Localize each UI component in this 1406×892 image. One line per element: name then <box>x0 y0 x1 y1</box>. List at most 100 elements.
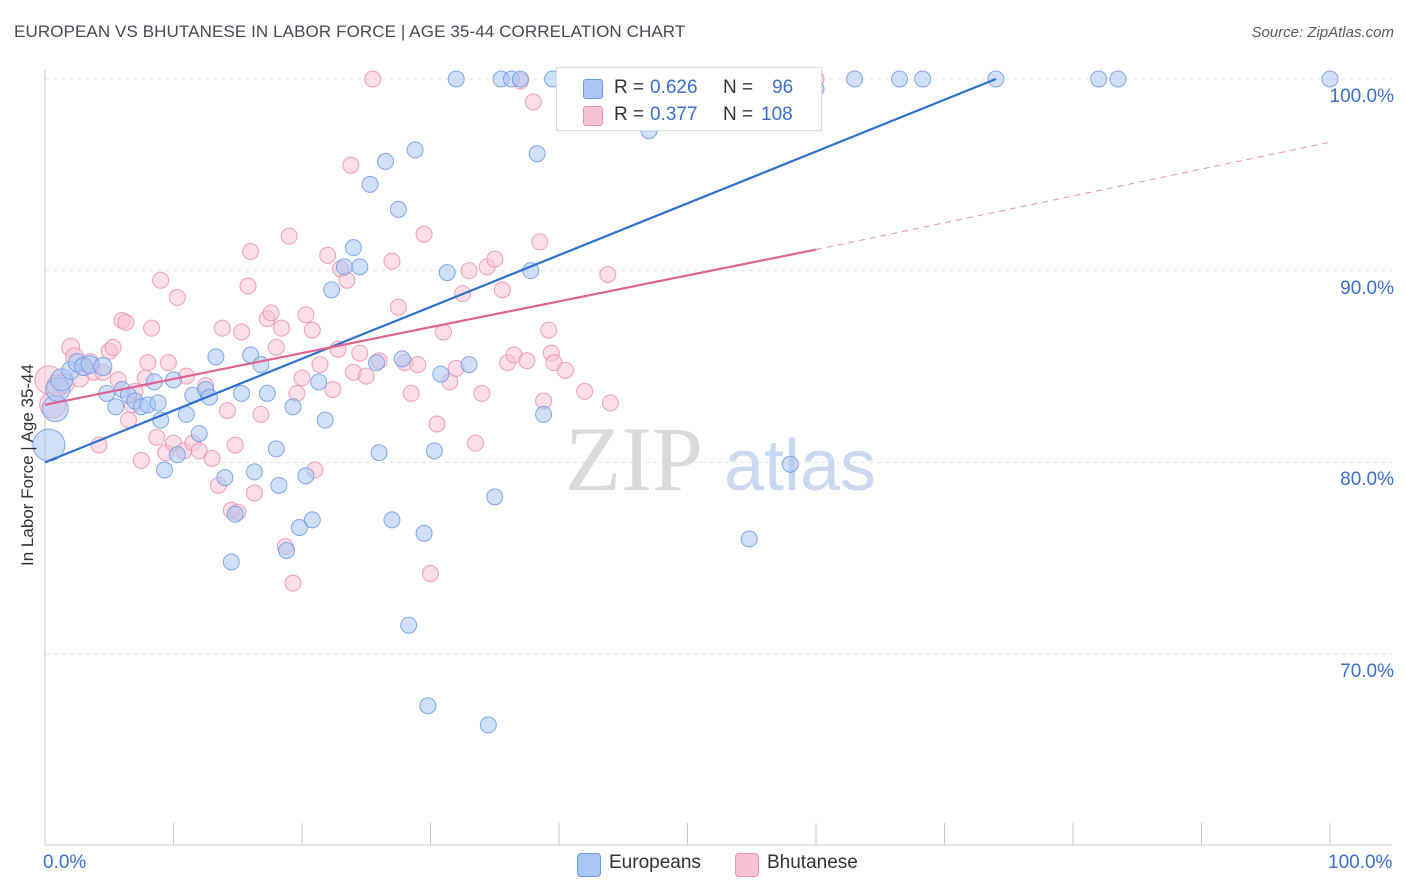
european-point <box>233 384 251 402</box>
bhutanese-point <box>213 319 231 337</box>
legend-row-bhutanese: R = 0.377 N = 108 <box>557 102 821 128</box>
european-point <box>335 258 353 276</box>
european-point <box>156 461 174 479</box>
european-point <box>460 356 478 374</box>
european-point <box>284 398 302 416</box>
european-point <box>415 524 433 542</box>
bhutanese-point <box>267 338 285 356</box>
european-point <box>310 373 328 391</box>
european-point <box>93 357 113 376</box>
bottom-legend-swatch-bhutanese <box>735 853 759 877</box>
bhutanese-point <box>428 415 446 433</box>
bhutanese-point <box>311 356 329 374</box>
europeans-trend-line <box>44 77 997 464</box>
bhutanese-point <box>245 484 263 502</box>
bhutanese-point <box>460 262 478 280</box>
european-point <box>511 70 529 88</box>
bhutanese-point <box>486 250 504 268</box>
stats-legend: R = 0.626 N = 96 R = 0.377 N = 108 <box>556 67 822 131</box>
european-point <box>1321 70 1339 88</box>
y-tick-label: 90.0% <box>1340 277 1394 299</box>
european-point <box>303 511 321 529</box>
legend-swatch-europeans <box>583 79 603 99</box>
european-point <box>914 70 932 88</box>
bottom-legend-label-bhutanese: Bhutanese <box>767 852 858 873</box>
european-point <box>846 70 864 88</box>
bhutanese-point <box>132 451 150 469</box>
bhutanese-point <box>601 394 619 412</box>
bhutanese-point <box>389 298 407 316</box>
european-point <box>432 365 450 383</box>
bhutanese-point <box>599 266 617 283</box>
bhutanese-point <box>104 338 122 356</box>
bhutanese-point <box>143 319 161 337</box>
bhutanese-point <box>402 384 420 402</box>
x-tick-label-min: 0.0% <box>43 852 87 873</box>
european-point <box>406 141 424 159</box>
bhutanese-point <box>242 243 260 260</box>
european-points <box>32 70 1339 734</box>
bhutanese-point <box>342 156 360 174</box>
bhutanese-point <box>117 313 135 331</box>
european-point <box>258 384 276 402</box>
european-point <box>361 175 379 193</box>
european-point <box>528 145 546 163</box>
y-axis-label-wrap: In Labor Force | Age 35-44 <box>16 300 40 630</box>
european-point <box>226 505 244 523</box>
european-point <box>351 258 369 276</box>
legend-n-label: N = <box>723 104 754 125</box>
european-point <box>389 200 407 218</box>
european-point <box>278 542 296 559</box>
bhutanese-point <box>284 574 302 592</box>
european-point <box>400 616 418 634</box>
axes <box>44 70 1392 846</box>
bhutanese-point <box>364 70 382 88</box>
bhutanese-point <box>252 405 270 423</box>
bhutanese-point <box>409 356 427 374</box>
bhutanese-point <box>422 565 439 582</box>
legend-n-value-bhutanese: 108 <box>761 104 793 125</box>
european-point <box>1090 70 1108 88</box>
legend-r-value-europeans: 0.626 <box>650 77 698 98</box>
bhutanese-point <box>190 442 208 460</box>
bhutanese-point <box>303 321 321 339</box>
bhutanese-point <box>168 289 186 306</box>
bhutanese-point <box>383 252 401 270</box>
bhutanese-point <box>556 361 574 379</box>
bhutanese-point <box>152 271 170 289</box>
european-point <box>479 716 497 734</box>
bhutanese-point <box>297 306 315 324</box>
european-point <box>107 398 125 416</box>
bhutanese-point <box>524 93 542 111</box>
bhutanese-point <box>262 304 280 322</box>
bhutanese-point <box>272 319 290 337</box>
y-tick-label: 70.0% <box>1340 661 1394 682</box>
legend-row-europeans: R = 0.626 N = 96 <box>557 75 821 101</box>
bhutanese-point <box>415 225 433 243</box>
european-point <box>177 405 195 423</box>
legend-r-value-bhutanese: 0.377 <box>650 104 698 125</box>
bottom-legend-label-europeans: Europeans <box>609 852 701 873</box>
legend-n-value-europeans: 96 <box>772 77 794 98</box>
watermark: ZIP atlas <box>565 408 876 510</box>
bhutanese-point <box>319 246 337 264</box>
european-point <box>377 152 395 170</box>
bhutanese-point <box>351 344 369 362</box>
european-point <box>1109 70 1127 88</box>
x-tick-label-max: 100.0% <box>1328 852 1393 873</box>
european-point <box>216 469 234 487</box>
watermark-zip: ZIP <box>565 408 703 510</box>
bhutanese-trend-line <box>44 248 817 406</box>
bhutanese-trend-extension <box>815 141 1331 251</box>
european-point <box>222 553 240 571</box>
european-point <box>740 530 758 548</box>
bhutanese-point <box>493 281 511 299</box>
y-tick-label: 100.0% <box>1329 86 1394 107</box>
european-point <box>425 442 443 460</box>
bhutanese-point <box>280 227 298 245</box>
bhutanese-point <box>226 436 244 454</box>
bhutanese-point <box>473 384 491 402</box>
legend-n-label: N = <box>723 77 754 98</box>
chart-title: EUROPEAN VS BHUTANESE IN LABOR FORCE | A… <box>14 22 686 41</box>
y-tick-label: 80.0% <box>1340 469 1394 491</box>
